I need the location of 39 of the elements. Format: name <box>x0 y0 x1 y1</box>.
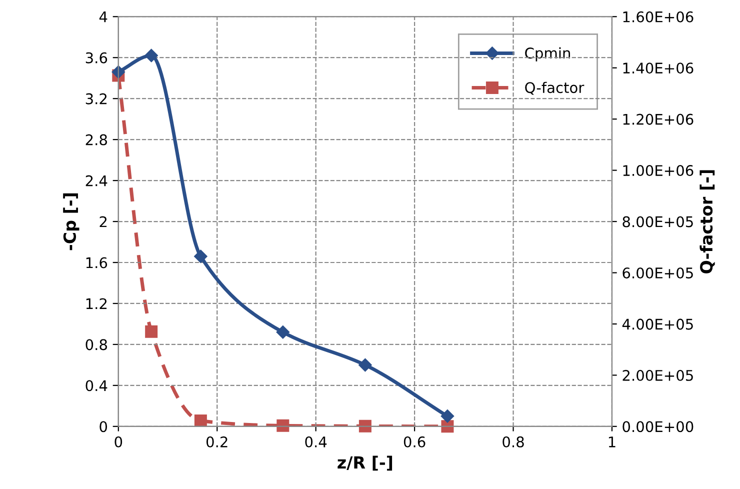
y-tick-label: 0.4 <box>86 380 108 392</box>
x-tick-label: 0.4 <box>305 436 327 448</box>
y2-tick-label: 6.00E+05 <box>622 267 693 278</box>
x-tick-label: 0.2 <box>206 436 228 448</box>
x-tick-label: 0.6 <box>404 436 426 448</box>
point <box>358 358 372 372</box>
y2-axis-title: Q-factor [-] <box>700 170 715 274</box>
y2-tick-label: 8.00E+05 <box>622 216 693 228</box>
x-tick-label: 1 <box>608 436 616 448</box>
y-tick-label: 4 <box>99 12 108 22</box>
legend-label: Q-factor <box>525 82 584 95</box>
point <box>440 410 454 423</box>
y-tick-label: 0 <box>100 421 108 432</box>
y-tick-label: 2 <box>100 216 107 228</box>
point <box>194 250 208 263</box>
point <box>194 414 207 428</box>
y-tick-label: 3.2 <box>86 93 107 104</box>
point <box>144 48 158 62</box>
y2-tick-label: 0.00E+00 <box>622 421 694 432</box>
y-axis-title: -Cp [-] <box>63 193 80 250</box>
y2-tick-label: 4.00E+05 <box>622 318 693 330</box>
x-tick-label: 0 <box>114 436 122 448</box>
x-tick-label: 0.8 <box>502 436 524 448</box>
y-tick-label: 2.8 <box>86 134 107 146</box>
y-tick-label: 1.6 <box>86 257 108 268</box>
x-axis-title: z/R [-] <box>338 456 392 471</box>
y-tick-label: 0.8 <box>86 339 107 350</box>
y2-tick-label: 2.00E+05 <box>622 370 693 381</box>
y2-tick-label: 1.20E+06 <box>623 114 694 125</box>
point <box>276 326 290 339</box>
y2-tick-label: 1.40E+06 <box>623 62 694 74</box>
y-tick-label: 3.6 <box>86 52 108 64</box>
y2-tick-label: 1.00E+06 <box>623 165 694 176</box>
y-tick-label: 2.4 <box>86 175 108 186</box>
y-tick-label: 1.2 <box>86 298 107 310</box>
y2-tick-label: 1.60E+06 <box>623 11 694 22</box>
point <box>276 419 290 432</box>
point <box>358 420 372 432</box>
point <box>145 325 158 338</box>
